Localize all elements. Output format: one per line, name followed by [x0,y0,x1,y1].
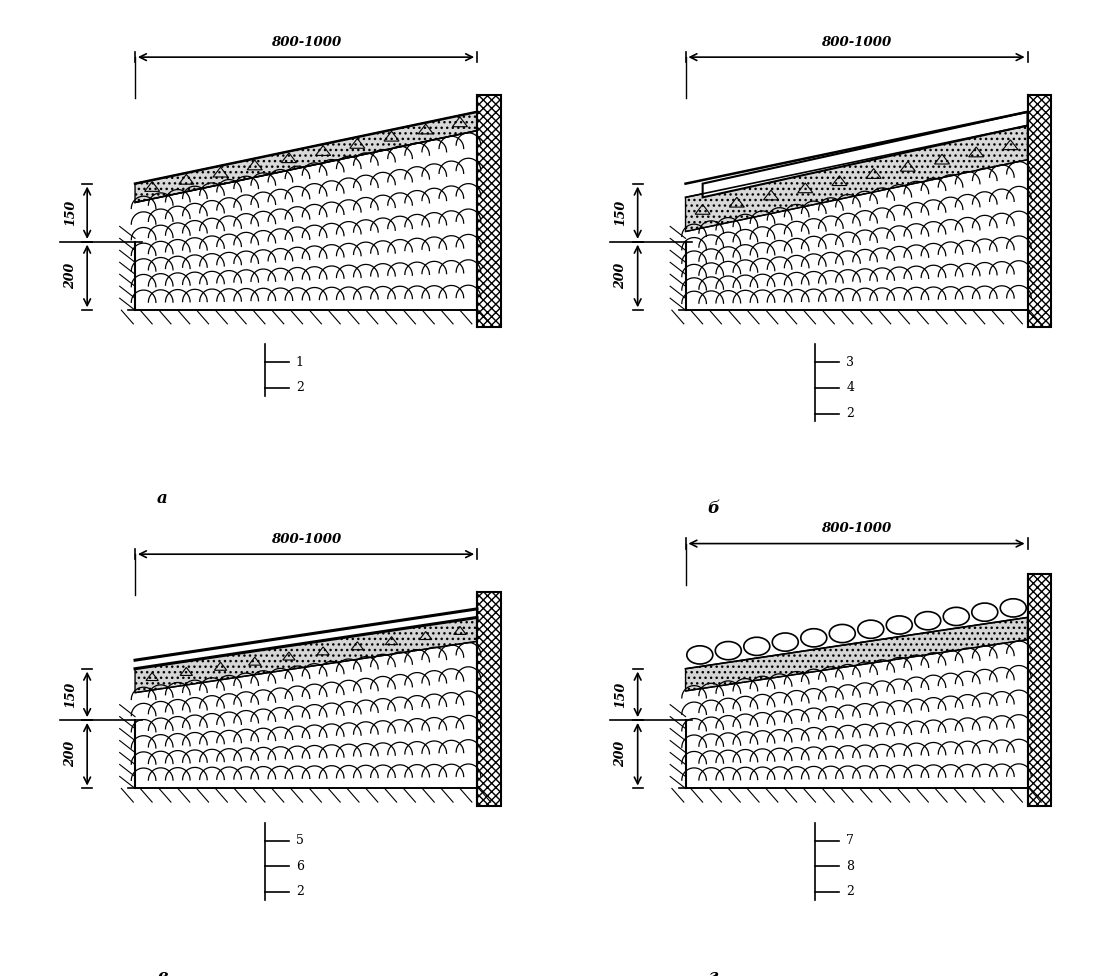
Polygon shape [477,591,501,805]
Ellipse shape [800,629,827,647]
Text: г: г [708,968,718,976]
Text: 8: 8 [847,860,854,873]
Polygon shape [686,618,1027,691]
Ellipse shape [886,616,913,634]
Text: 800-1000: 800-1000 [271,35,341,49]
Text: 2: 2 [847,885,854,898]
Ellipse shape [744,637,770,656]
Ellipse shape [972,603,998,622]
Text: 800-1000: 800-1000 [821,522,892,535]
Text: 800-1000: 800-1000 [271,533,341,546]
Polygon shape [477,95,501,327]
Text: 150: 150 [64,200,77,225]
Text: 6: 6 [296,860,304,873]
Polygon shape [1027,95,1051,327]
Text: 200: 200 [64,741,77,767]
Polygon shape [135,112,477,202]
Ellipse shape [1001,599,1026,617]
Text: 2: 2 [296,382,304,394]
Text: 800-1000: 800-1000 [821,35,892,49]
Text: 7: 7 [847,834,854,847]
Text: 2: 2 [296,885,304,898]
Text: 150: 150 [614,681,628,708]
Ellipse shape [915,612,940,630]
Text: а: а [157,490,167,507]
Polygon shape [702,112,1027,197]
Text: 200: 200 [64,263,77,289]
Text: 200: 200 [614,263,628,289]
Text: 150: 150 [614,200,628,225]
Text: 200: 200 [614,741,628,767]
Polygon shape [135,618,477,693]
Ellipse shape [858,620,884,638]
Text: 5: 5 [296,834,304,847]
Ellipse shape [829,625,855,642]
Ellipse shape [687,646,712,664]
Ellipse shape [944,607,969,626]
Polygon shape [135,131,477,310]
Text: 2: 2 [847,407,854,420]
Text: 1: 1 [296,356,304,369]
Text: 150: 150 [64,681,77,708]
Polygon shape [686,126,1027,231]
Polygon shape [1027,574,1051,805]
Ellipse shape [772,633,798,651]
Text: 3: 3 [847,356,854,369]
Text: б: б [707,500,719,517]
Ellipse shape [716,641,741,660]
Text: 4: 4 [847,382,854,394]
Text: в: в [157,968,167,976]
